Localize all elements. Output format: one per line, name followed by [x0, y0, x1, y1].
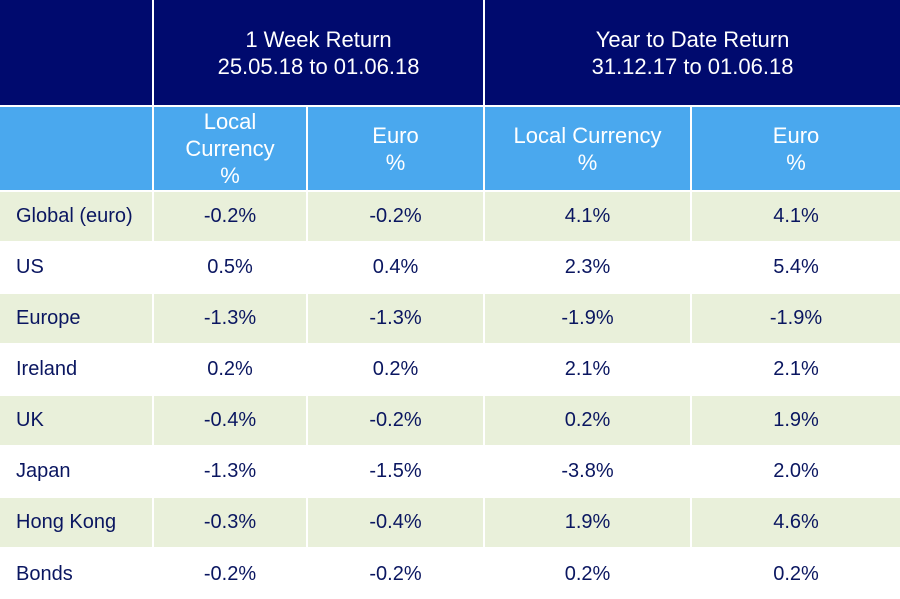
subheader-row: Local Currency % Euro % Local Currency %… — [0, 105, 900, 191]
subheader-line: % — [385, 149, 406, 175]
value-cell: 1.9% — [691, 394, 900, 446]
value-cell: 2.0% — [691, 445, 900, 497]
table-row: Europe -1.3% -1.3% -1.9% -1.9% — [0, 292, 900, 344]
region-cell: US — [0, 241, 154, 293]
one-week-return-dates: 25.05.18 to 01.06.18 — [217, 53, 420, 79]
region-cell: Ireland — [0, 343, 154, 395]
region-cell: Global (euro) — [0, 190, 154, 242]
region-cell: Europe — [0, 292, 154, 344]
value-cell: 2.3% — [484, 241, 693, 293]
value-cell: 5.4% — [691, 241, 900, 293]
table-row: Global (euro) -0.2% -0.2% 4.1% 4.1% — [0, 190, 900, 242]
value-cell: -0.2% — [307, 190, 486, 242]
subheader-line: Euro — [372, 122, 419, 148]
value-cell: 4.1% — [691, 190, 900, 242]
value-cell: -0.2% — [153, 190, 308, 242]
value-cell: 0.2% — [307, 343, 486, 395]
value-cell: 1.9% — [484, 496, 693, 548]
ytd-return-header: Year to Date Return 31.12.17 to 01.06.18 — [484, 0, 900, 106]
subheader-line: Local Currency — [513, 122, 662, 148]
region-cell: Bonds — [0, 547, 154, 599]
table-body: Global (euro) -0.2% -0.2% 4.1% 4.1% US 0… — [0, 190, 900, 599]
value-cell: -0.2% — [307, 547, 486, 599]
region-cell: Hong Kong — [0, 496, 154, 548]
value-cell: -1.9% — [691, 292, 900, 344]
value-cell: 0.2% — [691, 547, 900, 599]
subheader-ytd-euro: Euro % — [691, 105, 900, 191]
value-cell: -1.3% — [153, 445, 308, 497]
ytd-return-title: Year to Date Return — [595, 26, 790, 52]
value-cell: 2.1% — [484, 343, 693, 395]
value-cell: 0.2% — [153, 343, 308, 395]
corner-header-cell — [0, 0, 154, 106]
value-cell: -3.8% — [484, 445, 693, 497]
one-week-return-title: 1 Week Return — [245, 26, 392, 52]
subheader-line: % — [786, 149, 806, 175]
value-cell: -0.2% — [153, 547, 308, 599]
subheader-line: % — [220, 163, 240, 188]
value-cell: 0.2% — [484, 547, 693, 599]
table-row: Bonds -0.2% -0.2% 0.2% 0.2% — [0, 547, 900, 599]
value-cell: 2.1% — [691, 343, 900, 395]
value-cell: -1.5% — [307, 445, 486, 497]
region-cell: UK — [0, 394, 154, 446]
subheader-line: Currency — [185, 136, 275, 161]
table-row: Japan -1.3% -1.5% -3.8% 2.0% — [0, 445, 900, 497]
subheader-week-euro: Euro % — [307, 105, 486, 191]
value-cell: -0.2% — [307, 394, 486, 446]
subheader-line: % — [577, 149, 598, 175]
subheader-week-local: Local Currency % — [153, 105, 308, 191]
value-cell: 4.1% — [484, 190, 693, 242]
one-week-return-header: 1 Week Return 25.05.18 to 01.06.18 — [153, 0, 486, 106]
value-cell: -0.4% — [307, 496, 486, 548]
subheader-line: Local — [203, 109, 257, 134]
group-header-row: 1 Week Return 25.05.18 to 01.06.18 Year … — [0, 0, 900, 106]
region-cell: Japan — [0, 445, 154, 497]
value-cell: -1.3% — [307, 292, 486, 344]
table-row: UK -0.4% -0.2% 0.2% 1.9% — [0, 394, 900, 446]
value-cell: -0.3% — [153, 496, 308, 548]
value-cell: -1.3% — [153, 292, 308, 344]
value-cell: 4.6% — [691, 496, 900, 548]
ytd-return-dates: 31.12.17 to 01.06.18 — [591, 53, 794, 79]
table-row: Hong Kong -0.3% -0.4% 1.9% 4.6% — [0, 496, 900, 548]
value-cell: 0.5% — [153, 241, 308, 293]
subheader-empty-cell — [0, 105, 154, 191]
value-cell: 0.4% — [307, 241, 486, 293]
value-cell: -1.9% — [484, 292, 693, 344]
value-cell: -0.4% — [153, 394, 308, 446]
table-row: Ireland 0.2% 0.2% 2.1% 2.1% — [0, 343, 900, 395]
subheader-ytd-local: Local Currency % — [484, 105, 693, 191]
subheader-line: Euro — [772, 122, 820, 148]
value-cell: 0.2% — [484, 394, 693, 446]
table-row: US 0.5% 0.4% 2.3% 5.4% — [0, 241, 900, 293]
